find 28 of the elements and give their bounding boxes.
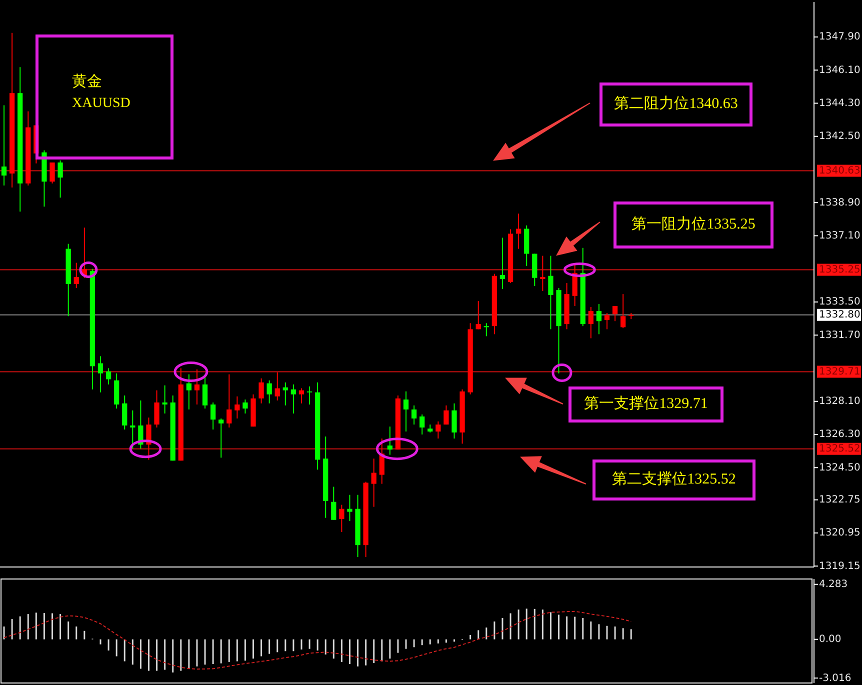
annotation: 第一阻力位1335.25 (632, 215, 756, 232)
y-tick-label: 1333.50 (819, 296, 860, 308)
y-tick-label: 1319.15 (819, 560, 860, 572)
y-tick-label: 1331.70 (819, 330, 860, 341)
text: 黄金 (72, 73, 102, 90)
y-tick-label: 1328.10 (819, 396, 860, 408)
y-tick-label: -3.016 (819, 672, 852, 684)
ref-line-label: 1332.80 (819, 310, 860, 321)
y-tick-label: 1320.95 (819, 528, 860, 539)
y-tick-label: 1342.50 (819, 131, 860, 142)
y-tick-label: 4.283 (819, 579, 848, 590)
y-tick-label: 1324.50 (819, 462, 860, 474)
annotation: 第二阻力位1340.63 (614, 94, 738, 112)
y-tick-label: 1337.10 (819, 230, 860, 242)
y-tick-label: 1322.75 (819, 494, 860, 506)
ref-line-label: 1340.63 (819, 166, 860, 176)
ref-line-label: 1329.71 (819, 366, 860, 378)
annotation: 第二支撑位1325.52 (612, 470, 736, 488)
y-tick-label: 0.00 (819, 634, 842, 646)
y-tick-label: 1326.30 (819, 429, 860, 440)
y-tick-label: 1346.10 (819, 64, 860, 76)
y-tick-label: 1347.90 (819, 32, 860, 43)
ref-line-label: 1325.52 (819, 444, 860, 455)
text: XAUUSD (72, 96, 130, 111)
ref-line-label: 1335.25 (819, 264, 860, 276)
y-tick-label: 1338.90 (819, 197, 860, 208)
annotation: 第一支撑位1329.71 (584, 394, 708, 412)
y-tick-label: 1344.30 (819, 98, 860, 109)
